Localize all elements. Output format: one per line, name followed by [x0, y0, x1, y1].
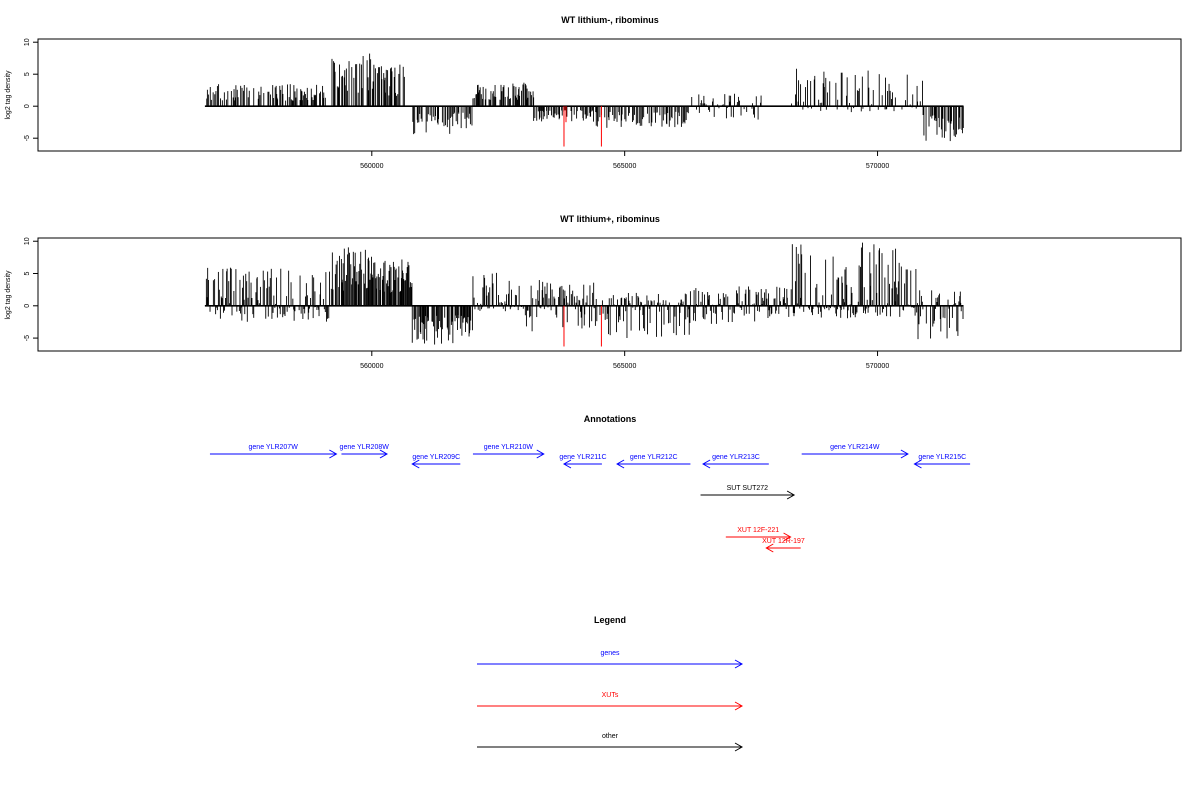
annotation-label: SUT SUT272: [727, 485, 769, 492]
x-tick-label: 570000: [866, 363, 889, 370]
axes-layer: 560000 565000 570000 10 5 0 -5: [24, 38, 889, 170]
legend-panel: Legend genes XUTs other: [477, 615, 744, 752]
annotation-arrow-head: [616, 459, 625, 469]
y-tick-label: 5: [24, 72, 31, 76]
annotations-title: Annotations: [584, 414, 637, 424]
legend-items: genes XUTs other: [477, 650, 744, 752]
legend-arrow-head: [734, 742, 744, 752]
annotation-gene-ylr209c: gene YLR209C: [411, 454, 461, 469]
annotation-arrow-head: [379, 449, 388, 459]
annotation-label: gene YLR212C: [630, 454, 678, 461]
annotation-xut-12r-197: XUT 12R-197: [762, 538, 805, 553]
annotation-label: XUT 12R-197: [762, 538, 805, 545]
annotation-label: gene YLR215C: [918, 454, 966, 461]
annotation-gene-ylr211c: gene YLR211C: [559, 454, 607, 469]
y-tick-label: -5: [24, 335, 31, 341]
annotation-label: gene YLR210W: [484, 444, 534, 451]
y-tick-label: 10: [24, 237, 31, 245]
annotation-arrow-head: [783, 532, 792, 542]
axes-layer: 560000 565000 570000 10 5 0 -5: [24, 237, 889, 370]
track-lithium-plus: WT lithium+, ribominus log2 tag density …: [5, 214, 1182, 370]
y-tick-label: 0: [24, 304, 31, 308]
annotation-arrow-head: [536, 449, 545, 459]
track-title: WT lithium-, ribominus: [561, 15, 659, 25]
track-lithium-minus: WT lithium-, ribominus log2 tag density …: [5, 15, 1182, 170]
legend-title: Legend: [594, 615, 626, 625]
legend-item-xuts: XUTs: [477, 692, 744, 711]
annotation-arrow-head: [702, 459, 711, 469]
y-axis-label: log2 tag density: [5, 70, 12, 120]
x-tick-label: 560000: [360, 363, 383, 370]
annotation-gene-ylr214w: gene YLR214W: [801, 444, 909, 459]
annotation-label: gene YLR208W: [340, 444, 390, 451]
annotation-gene-ylr207w: gene YLR207W: [209, 444, 338, 459]
y-tick-label: 0: [24, 104, 31, 108]
x-tick-label: 565000: [613, 363, 636, 370]
plot-frame: [37, 38, 1182, 152]
annotation-label: gene YLR214W: [830, 444, 880, 451]
legend-item-genes: genes: [477, 650, 744, 669]
annotation-label: gene YLR213C: [712, 454, 760, 461]
annotation-arrow-head: [900, 449, 909, 459]
annotation-arrow-head: [786, 490, 796, 500]
legend-label: XUTs: [602, 692, 619, 699]
annotation-label: gene YLR211C: [559, 454, 606, 461]
x-tick-label: 560000: [360, 163, 383, 170]
x-tick-label: 565000: [613, 163, 636, 170]
legend-label: genes: [600, 650, 620, 657]
bars-layer: [204, 53, 964, 147]
annotation-gene-ylr215c: gene YLR215C: [913, 454, 971, 469]
legend-arrow-head: [734, 659, 744, 669]
legend-item-other: other: [477, 733, 744, 752]
bars-layer: [204, 242, 964, 347]
track-title: WT lithium+, ribominus: [560, 214, 660, 224]
annotation-label: gene YLR209C: [412, 454, 460, 461]
annotation-xut-12f-221: XUT 12F-221: [725, 527, 792, 542]
annotation-items: gene YLR207W gene YLR208W gene YLR209C gene…: [209, 444, 971, 553]
annotation-sut-sut272: SUT SUT272: [700, 485, 796, 500]
annotation-arrow-head: [329, 449, 338, 459]
annotation-gene-ylr212c: gene YLR212C: [616, 454, 691, 469]
annotations-panel: Annotations gene YLR207W gene YLR208Wgene…: [209, 414, 971, 553]
annotation-label: gene YLR207W: [249, 444, 299, 451]
y-tick-label: 5: [24, 271, 31, 275]
annotation-gene-ylr208w: gene YLR208W: [340, 444, 390, 459]
plot-frame: [37, 237, 1182, 352]
annotation-gene-ylr213c: gene YLR213C: [702, 454, 769, 469]
y-tick-label: -5: [24, 135, 31, 141]
legend-label: other: [602, 733, 619, 740]
annotation-gene-ylr210w: gene YLR210W: [472, 444, 545, 459]
y-tick-label: 10: [24, 38, 31, 46]
annotation-label: XUT 12F-221: [737, 527, 779, 534]
y-axis-label: log2 tag density: [5, 270, 12, 320]
annotation-arrow-head: [562, 459, 572, 469]
annotation-arrow-head: [913, 459, 922, 469]
annotation-arrow-head: [411, 459, 420, 469]
legend-arrow-head: [734, 701, 744, 711]
x-tick-label: 570000: [866, 163, 889, 170]
annotation-arrow-head: [765, 543, 774, 553]
